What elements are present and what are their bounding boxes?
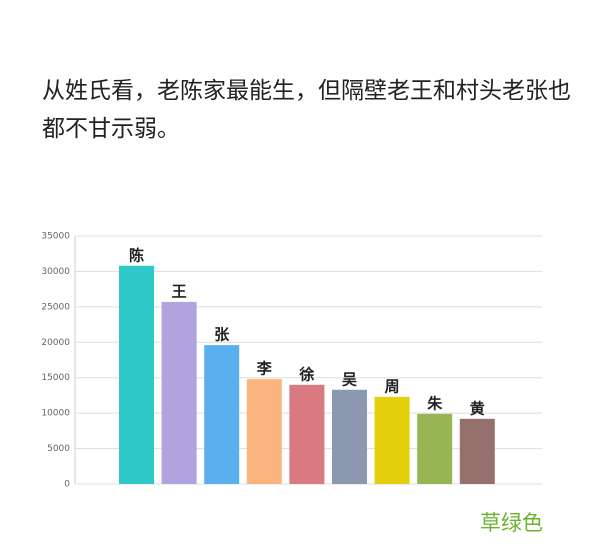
y-tick-label: 0 (64, 480, 70, 490)
caption: 从姓氏看，老陈家最能生，但隔壁老王和村头老张也都不甘示弱。 (42, 78, 571, 142)
y-tick-label: 30000 (41, 267, 70, 277)
bar (459, 418, 495, 484)
y-tick-label: 35000 (41, 232, 70, 242)
bar-label: 徐 (298, 365, 314, 383)
bar-label: 陈 (129, 246, 144, 264)
bar-label: 吴 (342, 370, 357, 388)
bar-label: 张 (214, 326, 230, 344)
y-tick-label: 10000 (41, 409, 70, 419)
bar-label: 黄 (470, 399, 485, 417)
y-tick-label: 5000 (47, 444, 70, 454)
bar-label: 王 (172, 282, 187, 300)
bar (332, 389, 367, 484)
bar (161, 301, 197, 484)
watermark: 草绿色 (480, 511, 543, 535)
bar-label: 李 (256, 360, 273, 378)
bar (417, 413, 453, 484)
bar (374, 396, 410, 484)
bar-label: 周 (385, 377, 400, 395)
y-tick-label: 20000 (41, 338, 70, 348)
bar (246, 379, 282, 484)
bar-label: 朱 (427, 394, 443, 412)
bar (119, 265, 154, 484)
bar (289, 384, 325, 484)
y-tick-label: 15000 (41, 373, 70, 383)
y-tick-label: 25000 (41, 302, 70, 312)
bar (204, 345, 240, 484)
